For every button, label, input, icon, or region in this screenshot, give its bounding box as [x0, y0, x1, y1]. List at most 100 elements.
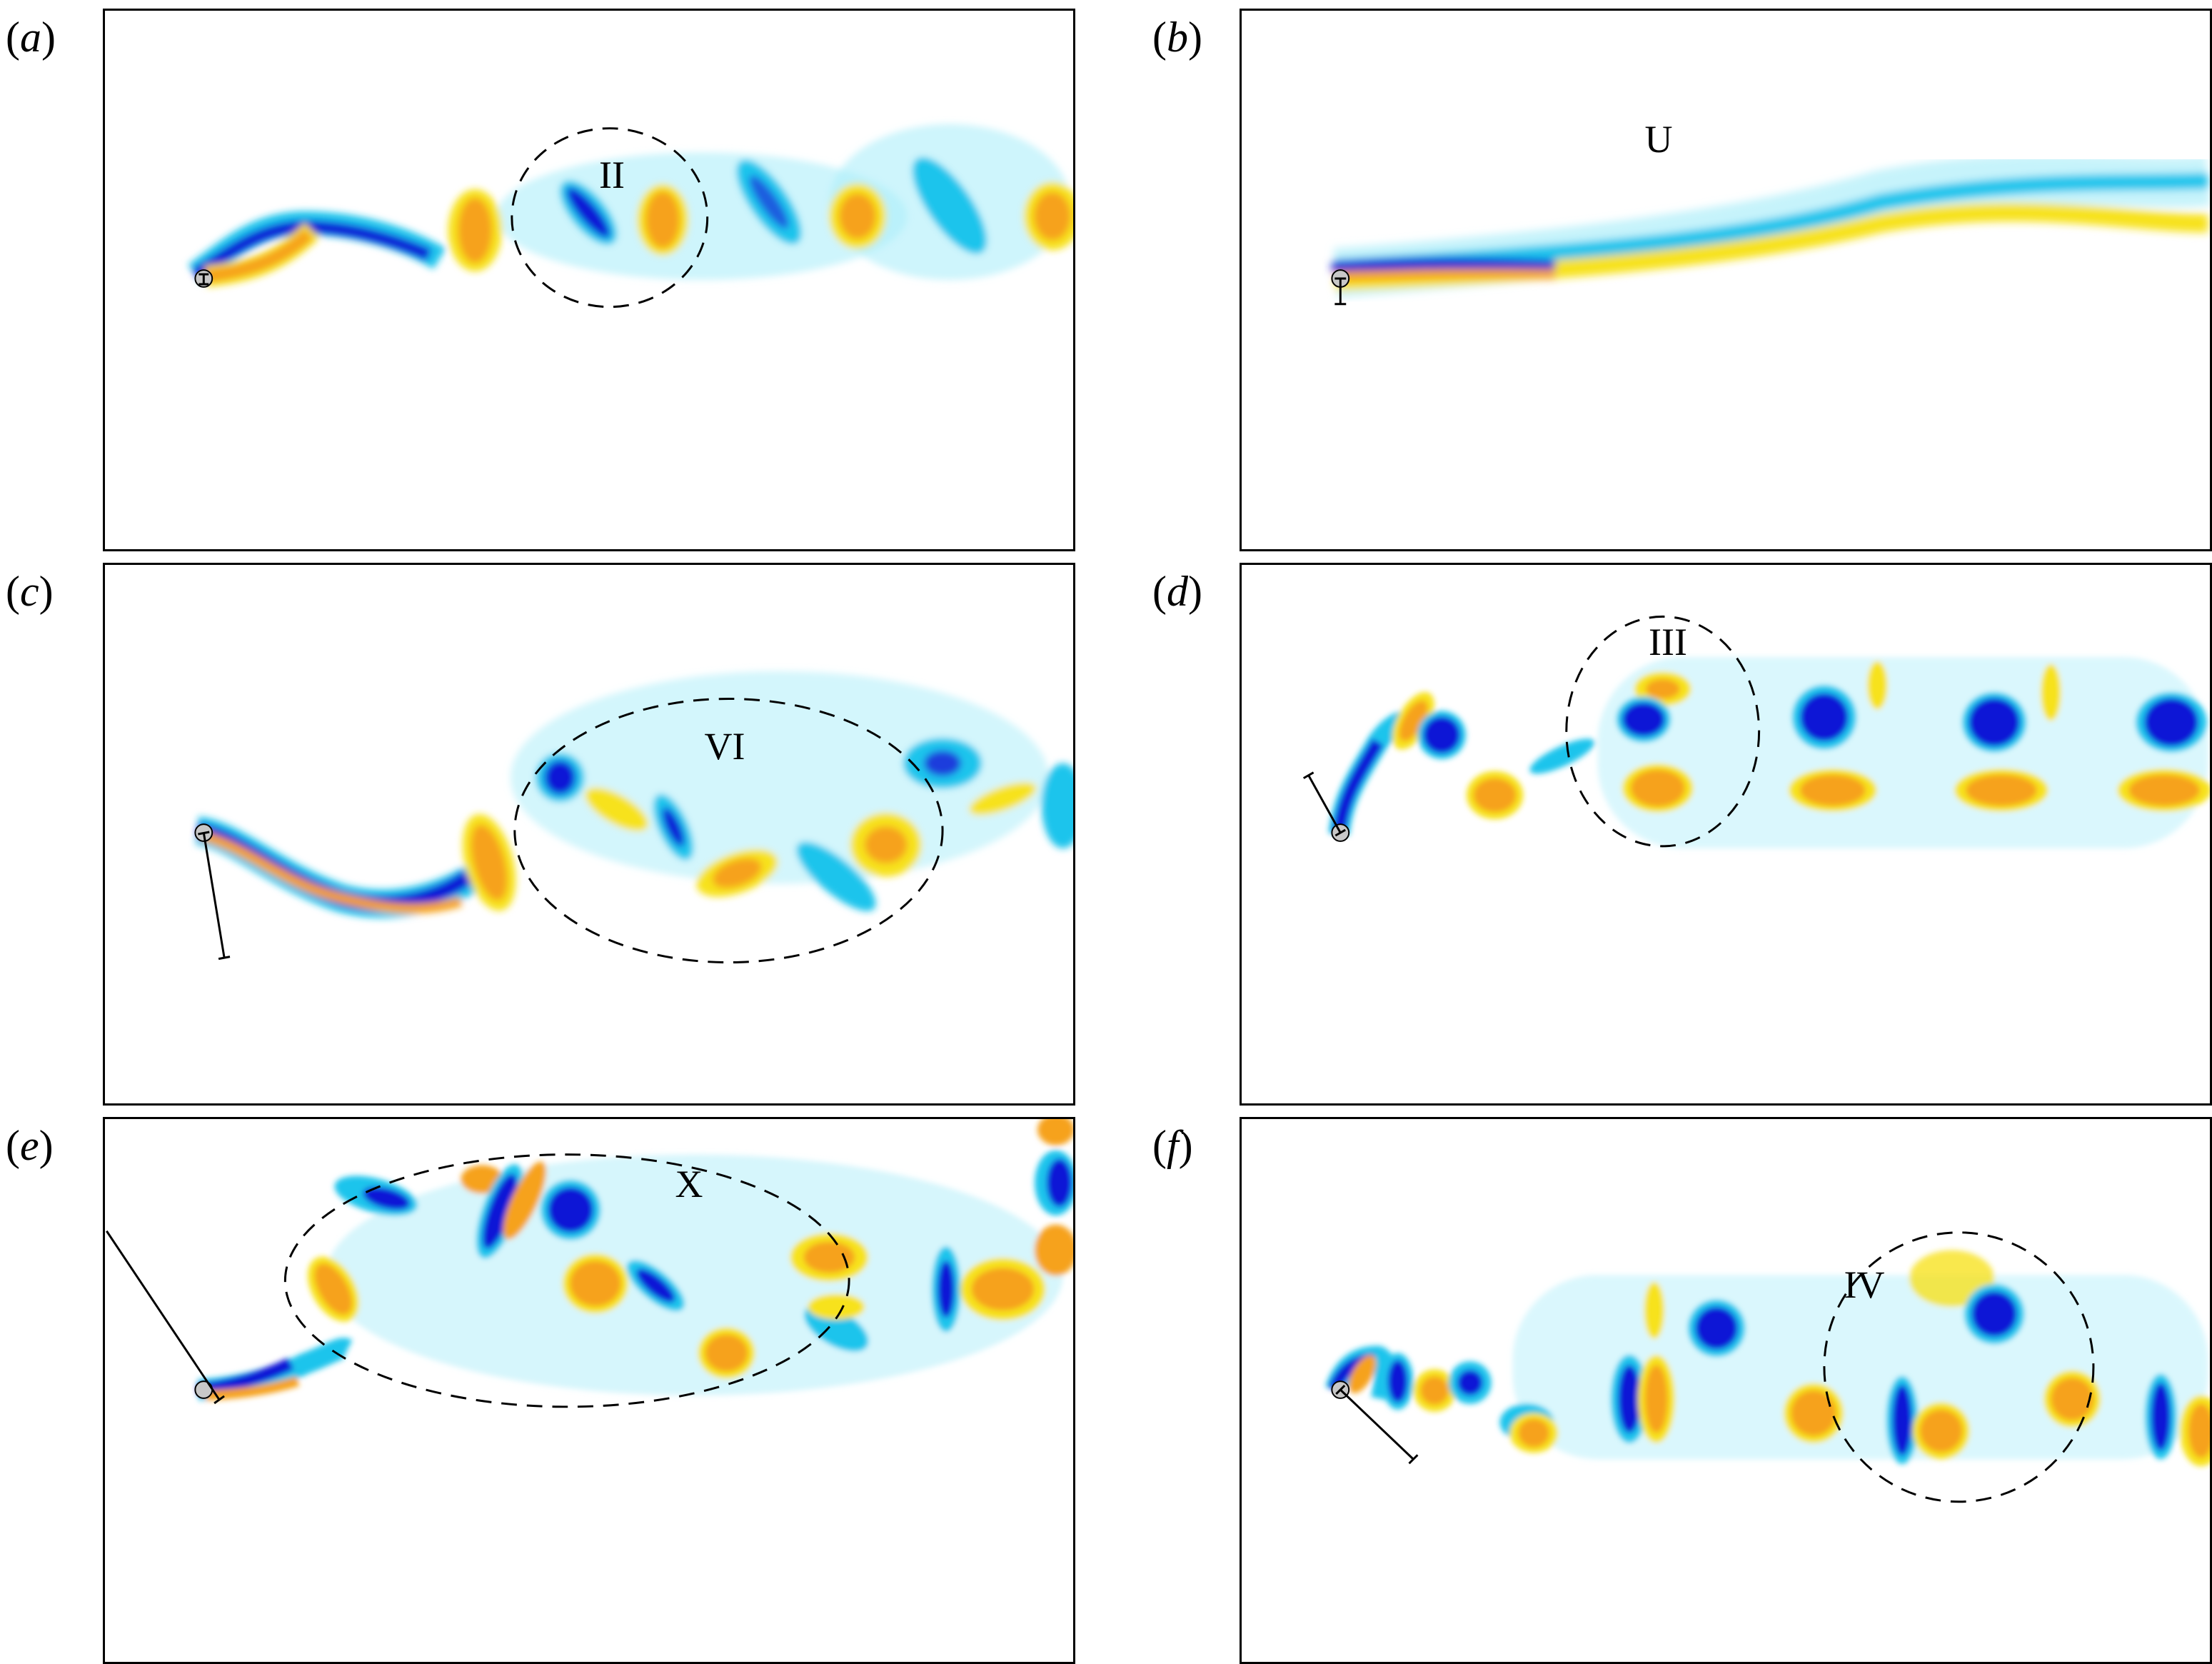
- panel-f: IV: [1240, 1117, 2212, 1664]
- mode-label-b: U: [1644, 118, 1673, 161]
- vortex-positive: [503, 1161, 546, 1240]
- vortex-positive: [1644, 1282, 1664, 1339]
- shear-layer-positive: [205, 1376, 300, 1400]
- vortex-positive: [1473, 778, 1517, 813]
- panel-b: U: [1240, 9, 2212, 551]
- vortex-positive: [1631, 769, 1685, 807]
- panel-label-d: (d): [1152, 568, 1202, 615]
- vortex-negative: [1618, 1365, 1641, 1433]
- vortex-negative: [924, 750, 961, 776]
- vortex-positive: [2128, 774, 2200, 806]
- vortex-negative: [1969, 698, 2020, 746]
- vortex-positive: [971, 1268, 1035, 1310]
- vortex-positive: [645, 191, 680, 249]
- vortex-positive: [314, 1263, 353, 1315]
- vortex-positive: [1399, 700, 1428, 741]
- panel-d: III: [1240, 563, 2212, 1106]
- vortex-negative: [1800, 693, 1849, 742]
- vortex-positive: [2051, 1378, 2093, 1420]
- mode-highlight-circle: [1565, 615, 1761, 848]
- vortex-positive: [1966, 774, 2037, 806]
- mode-label-f: IV: [1844, 1263, 1885, 1306]
- vortex-negative: [482, 1173, 518, 1249]
- vortex-positive: [1919, 1409, 1963, 1453]
- shear-layer-negative: [1332, 738, 1384, 835]
- panel-label-f: (f): [1152, 1122, 1193, 1169]
- panel-label-b: (b): [1152, 14, 1202, 61]
- flag-segment: [1302, 771, 1346, 837]
- vortex-positive: [1034, 191, 1071, 241]
- vortex-positive: [471, 824, 508, 901]
- vortex-positive: [839, 193, 876, 239]
- shear-layer-negative: [1334, 173, 2209, 276]
- vortex-positive: [1800, 774, 1866, 806]
- vortex-negative: [913, 157, 987, 254]
- vortex-negative: [1529, 738, 1595, 774]
- shear-layer-positive: [205, 229, 313, 283]
- flag-segment: [106, 1230, 225, 1405]
- vortex-positive: [458, 197, 493, 264]
- vortex-positive: [2188, 1403, 2210, 1458]
- vortex-negative: [544, 760, 576, 795]
- vortex-negative: [1423, 716, 1460, 753]
- panel-letter-d: d: [1166, 568, 1188, 615]
- vortex-positive: [969, 782, 1037, 815]
- vortex-positive: [808, 1294, 865, 1320]
- vortex-negative: [1457, 1370, 1483, 1395]
- vortex-positive: [1644, 1365, 1668, 1433]
- panel-letter-a: a: [19, 14, 41, 61]
- vortex-negative: [796, 842, 876, 911]
- flag-segment: [198, 831, 231, 961]
- vortex-positive: [2041, 663, 2061, 721]
- panel-e: X: [103, 1117, 1075, 1664]
- vortex-negative: [1041, 763, 1073, 848]
- vortex-negative: [937, 1260, 955, 1318]
- vortex-negative: [548, 1187, 593, 1233]
- vortex-positive: [585, 788, 648, 831]
- vortex-negative: [566, 187, 610, 238]
- wake-field-e: [106, 1119, 1073, 1408]
- vortex-positive: [705, 1334, 748, 1372]
- vortex-negative: [1622, 702, 1665, 737]
- vortex-negative: [363, 1187, 411, 1211]
- vortex-halo: [496, 152, 908, 280]
- vortex-negative: [636, 1268, 675, 1303]
- vortex-positive: [1037, 1119, 1073, 1146]
- mode-label-d: III: [1649, 621, 1687, 663]
- vortex-positive: [1420, 1376, 1449, 1405]
- panel-c: VI: [103, 563, 1075, 1106]
- vortex-negative: [1971, 1291, 2017, 1337]
- flag-segment: [1335, 1385, 1419, 1465]
- vortex-positive: [713, 858, 762, 888]
- vortex-negative: [2151, 1383, 2171, 1451]
- vortex-positive: [1791, 1390, 1836, 1436]
- panel-label-a: (a): [6, 14, 56, 61]
- vortex-positive: [1645, 678, 1680, 699]
- wake-field-b: [1331, 154, 2210, 306]
- panel-a: II: [103, 9, 1075, 551]
- panel-label-c: (c): [6, 568, 54, 615]
- panel-label-e: (e): [6, 1122, 54, 1169]
- vortex-positive: [1348, 1355, 1377, 1393]
- vortex-positive: [803, 1241, 855, 1273]
- wake-field-a: [188, 124, 1073, 309]
- vortex-positive: [1909, 1250, 1995, 1307]
- vortex-positive: [864, 826, 908, 863]
- panel-letter-e: e: [19, 1122, 39, 1169]
- flag-segment: [198, 273, 209, 286]
- vortex-negative: [1387, 1360, 1408, 1403]
- vortex-negative: [662, 807, 685, 847]
- mode-highlight-circle: [1823, 1231, 2095, 1503]
- shear-layer-positive: [201, 831, 463, 914]
- vortex-negative: [1046, 1158, 1072, 1208]
- mode-highlight-circle: [513, 698, 944, 964]
- mode-label-e: X: [675, 1163, 703, 1206]
- vortex-negative: [1695, 1306, 1738, 1350]
- wake-field-d: [1302, 615, 2210, 848]
- wake-field-c: [194, 671, 1073, 964]
- vortex-positive: [1518, 1418, 1549, 1448]
- wake-halo: [1512, 1275, 2208, 1460]
- panel-letter-c: c: [19, 568, 39, 615]
- vortex-negative: [2144, 698, 2198, 746]
